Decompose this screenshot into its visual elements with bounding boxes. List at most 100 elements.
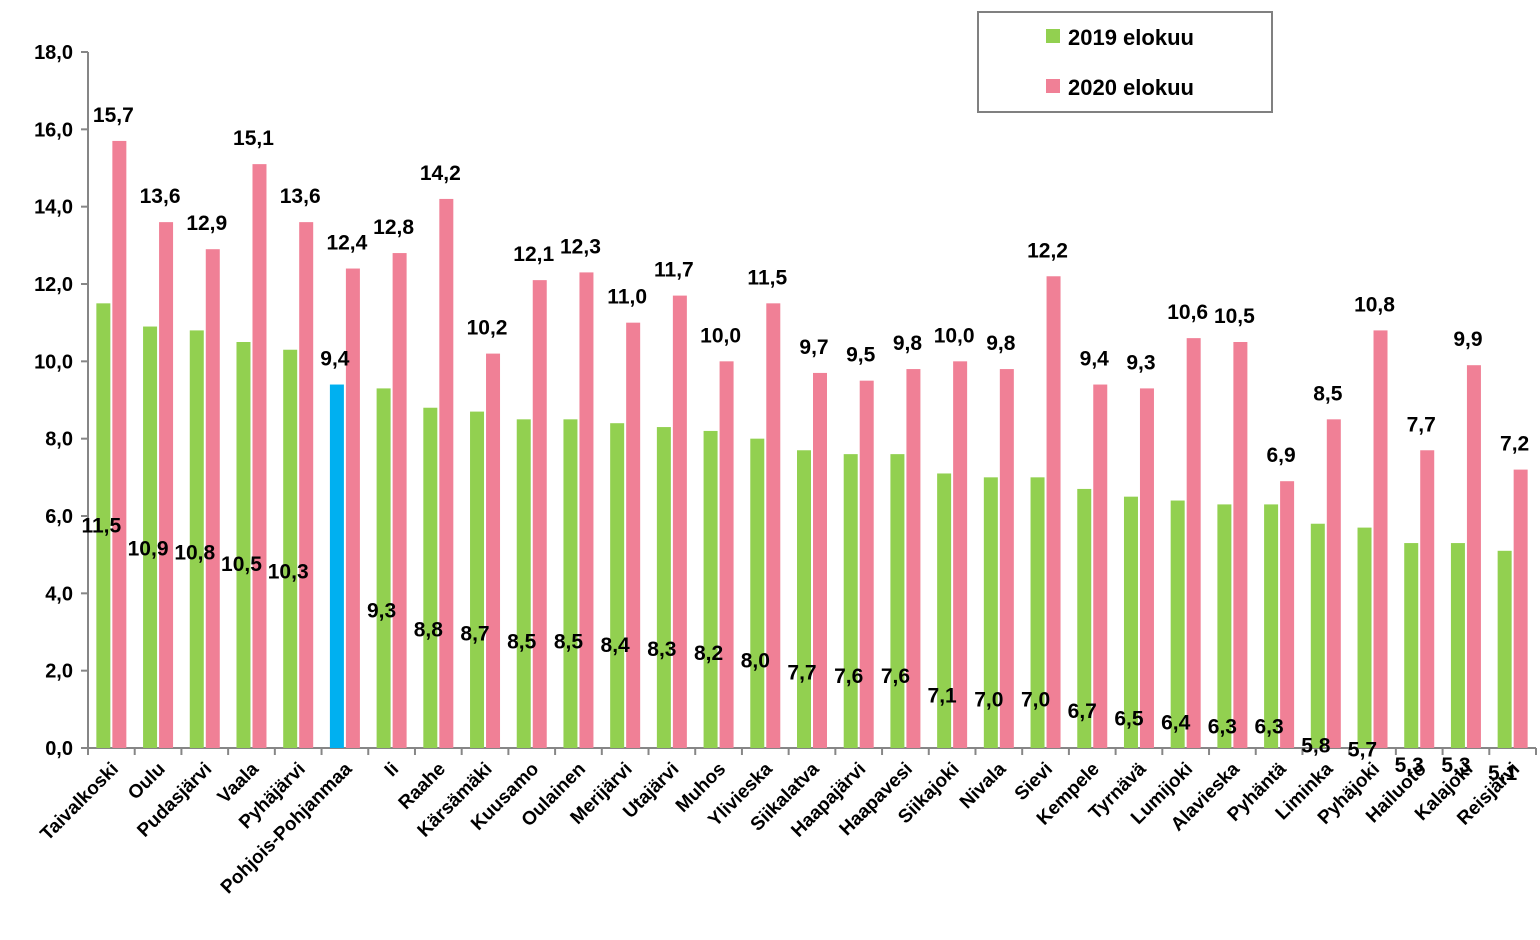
- bar-2020: [626, 322, 641, 748]
- bar-2020: [1466, 365, 1481, 748]
- data-label-2020: 10,8: [1354, 293, 1395, 316]
- data-label-2020: 12,3: [560, 235, 601, 258]
- bar-2019: [750, 438, 765, 748]
- bar-2020: [1513, 469, 1528, 748]
- bar-2020: [345, 268, 360, 748]
- legend-swatch-2020: [1046, 79, 1060, 93]
- bar-2019: [470, 411, 485, 748]
- bar-2020: [1280, 481, 1295, 748]
- data-label-2020: 11,0: [607, 286, 647, 309]
- data-label-2019: 7,1: [928, 684, 958, 707]
- bar-2020: [1186, 338, 1201, 748]
- bar-2019: [283, 349, 298, 748]
- data-label-2019: 9,4: [320, 348, 350, 371]
- data-label-2020: 9,8: [893, 332, 923, 355]
- data-label-2020: 8,5: [1313, 382, 1343, 405]
- bar-2019: [1170, 500, 1185, 748]
- data-label-2019: 7,7: [787, 661, 816, 684]
- data-label-2019: 8,5: [554, 630, 584, 653]
- bar-2020: [299, 222, 314, 749]
- data-label-2020: 11,5: [747, 266, 787, 289]
- data-label-2020: 13,6: [280, 185, 321, 208]
- bar-2020: [859, 380, 874, 748]
- bar-2019: [1404, 543, 1419, 748]
- bar-2019: [236, 342, 251, 748]
- y-tick-label: 0,0: [45, 738, 73, 760]
- y-tick-label: 12,0: [34, 274, 73, 296]
- data-label-2019: 5,1: [1488, 762, 1518, 785]
- bar-2019: [1264, 504, 1279, 748]
- bar-2020: [159, 222, 174, 749]
- bar-2020: [1373, 330, 1388, 748]
- bar-2019: [189, 330, 204, 748]
- data-label-2020: 7,2: [1500, 433, 1529, 456]
- bar-2020: [1093, 384, 1108, 748]
- data-label-2019: 8,2: [694, 642, 723, 665]
- data-label-2020: 12,9: [186, 212, 227, 235]
- bar-2020: [906, 369, 921, 748]
- data-label-2020: 12,4: [326, 232, 367, 255]
- data-label-2019: 5,7: [1348, 739, 1377, 762]
- data-label-2020: 9,9: [1453, 328, 1482, 351]
- data-label-2020: 10,5: [1214, 305, 1255, 328]
- data-label-2019: 8,0: [741, 650, 770, 673]
- bar-2020: [719, 361, 734, 748]
- data-label-2019: 7,0: [974, 688, 1003, 711]
- data-label-2019: 7,0: [1021, 688, 1050, 711]
- bar-2020: [999, 369, 1014, 748]
- bar-2020: [813, 372, 827, 748]
- data-label-2020: 9,5: [846, 344, 876, 367]
- bar-2019: [96, 303, 111, 748]
- category-label: Taivalkoski: [37, 759, 123, 845]
- y-tick-label: 16,0: [34, 119, 73, 141]
- data-label-2019: 8,4: [601, 634, 631, 657]
- data-label-2019: 6,3: [1208, 715, 1237, 738]
- bar-2019: [516, 419, 531, 748]
- category-label: Nivala: [956, 758, 1011, 813]
- y-tick-label: 2,0: [45, 661, 73, 683]
- bar-2020: [1420, 450, 1435, 748]
- axes: 0,0 2,0 4,0 6,0 8,0 10,0 12,0 14,0 16,0 18,0: [34, 42, 1537, 760]
- legend: 2019 elokuu 2020 elokuu: [977, 11, 1273, 113]
- bar-2019: [1123, 496, 1138, 748]
- bar-2019: [983, 477, 998, 748]
- data-label-2020: 11,7: [654, 259, 694, 282]
- bar-2019: [1310, 523, 1325, 748]
- bar-2020: [112, 140, 127, 748]
- bar-2020: [1233, 342, 1248, 748]
- bar-2020: [953, 361, 968, 748]
- bar-2019: [563, 419, 578, 748]
- data-label-2020: 7,7: [1407, 413, 1436, 436]
- bar-2020: [672, 295, 687, 748]
- y-tick-label: 14,0: [34, 197, 73, 219]
- data-label-2019: 11,5: [81, 514, 121, 537]
- y-tick-label: 6,0: [45, 506, 73, 528]
- bar-2020: [205, 249, 220, 748]
- bar-2019: [937, 473, 952, 748]
- bar-2019: [329, 384, 344, 748]
- bar-2020: [579, 272, 594, 748]
- data-label-2019: 10,5: [221, 553, 262, 576]
- y-tick-label: 18,0: [34, 42, 73, 64]
- legend-swatch-2019: [1046, 29, 1060, 43]
- bar-2019: [703, 430, 718, 748]
- bar-2020: [1326, 419, 1341, 748]
- bars: [96, 140, 1528, 749]
- data-label-2020: 10,0: [934, 324, 975, 347]
- bar-2019: [890, 454, 905, 748]
- bar-2019: [1497, 550, 1512, 748]
- data-label-2020: 10,6: [1167, 301, 1208, 324]
- data-label-2019: 9,3: [367, 599, 396, 622]
- data-label-2020: 12,1: [513, 243, 554, 266]
- bar-2020: [486, 353, 501, 748]
- data-label-2019: 8,3: [647, 638, 676, 661]
- data-label-2020: 6,9: [1266, 444, 1295, 467]
- data-label-2020: 13,6: [140, 185, 181, 208]
- data-label-2019: 6,5: [1114, 708, 1144, 731]
- data-label-2019: 7,6: [834, 665, 863, 688]
- data-label-2020: 10,2: [467, 317, 508, 340]
- bar-2019: [843, 454, 858, 748]
- bar-2020: [439, 198, 454, 748]
